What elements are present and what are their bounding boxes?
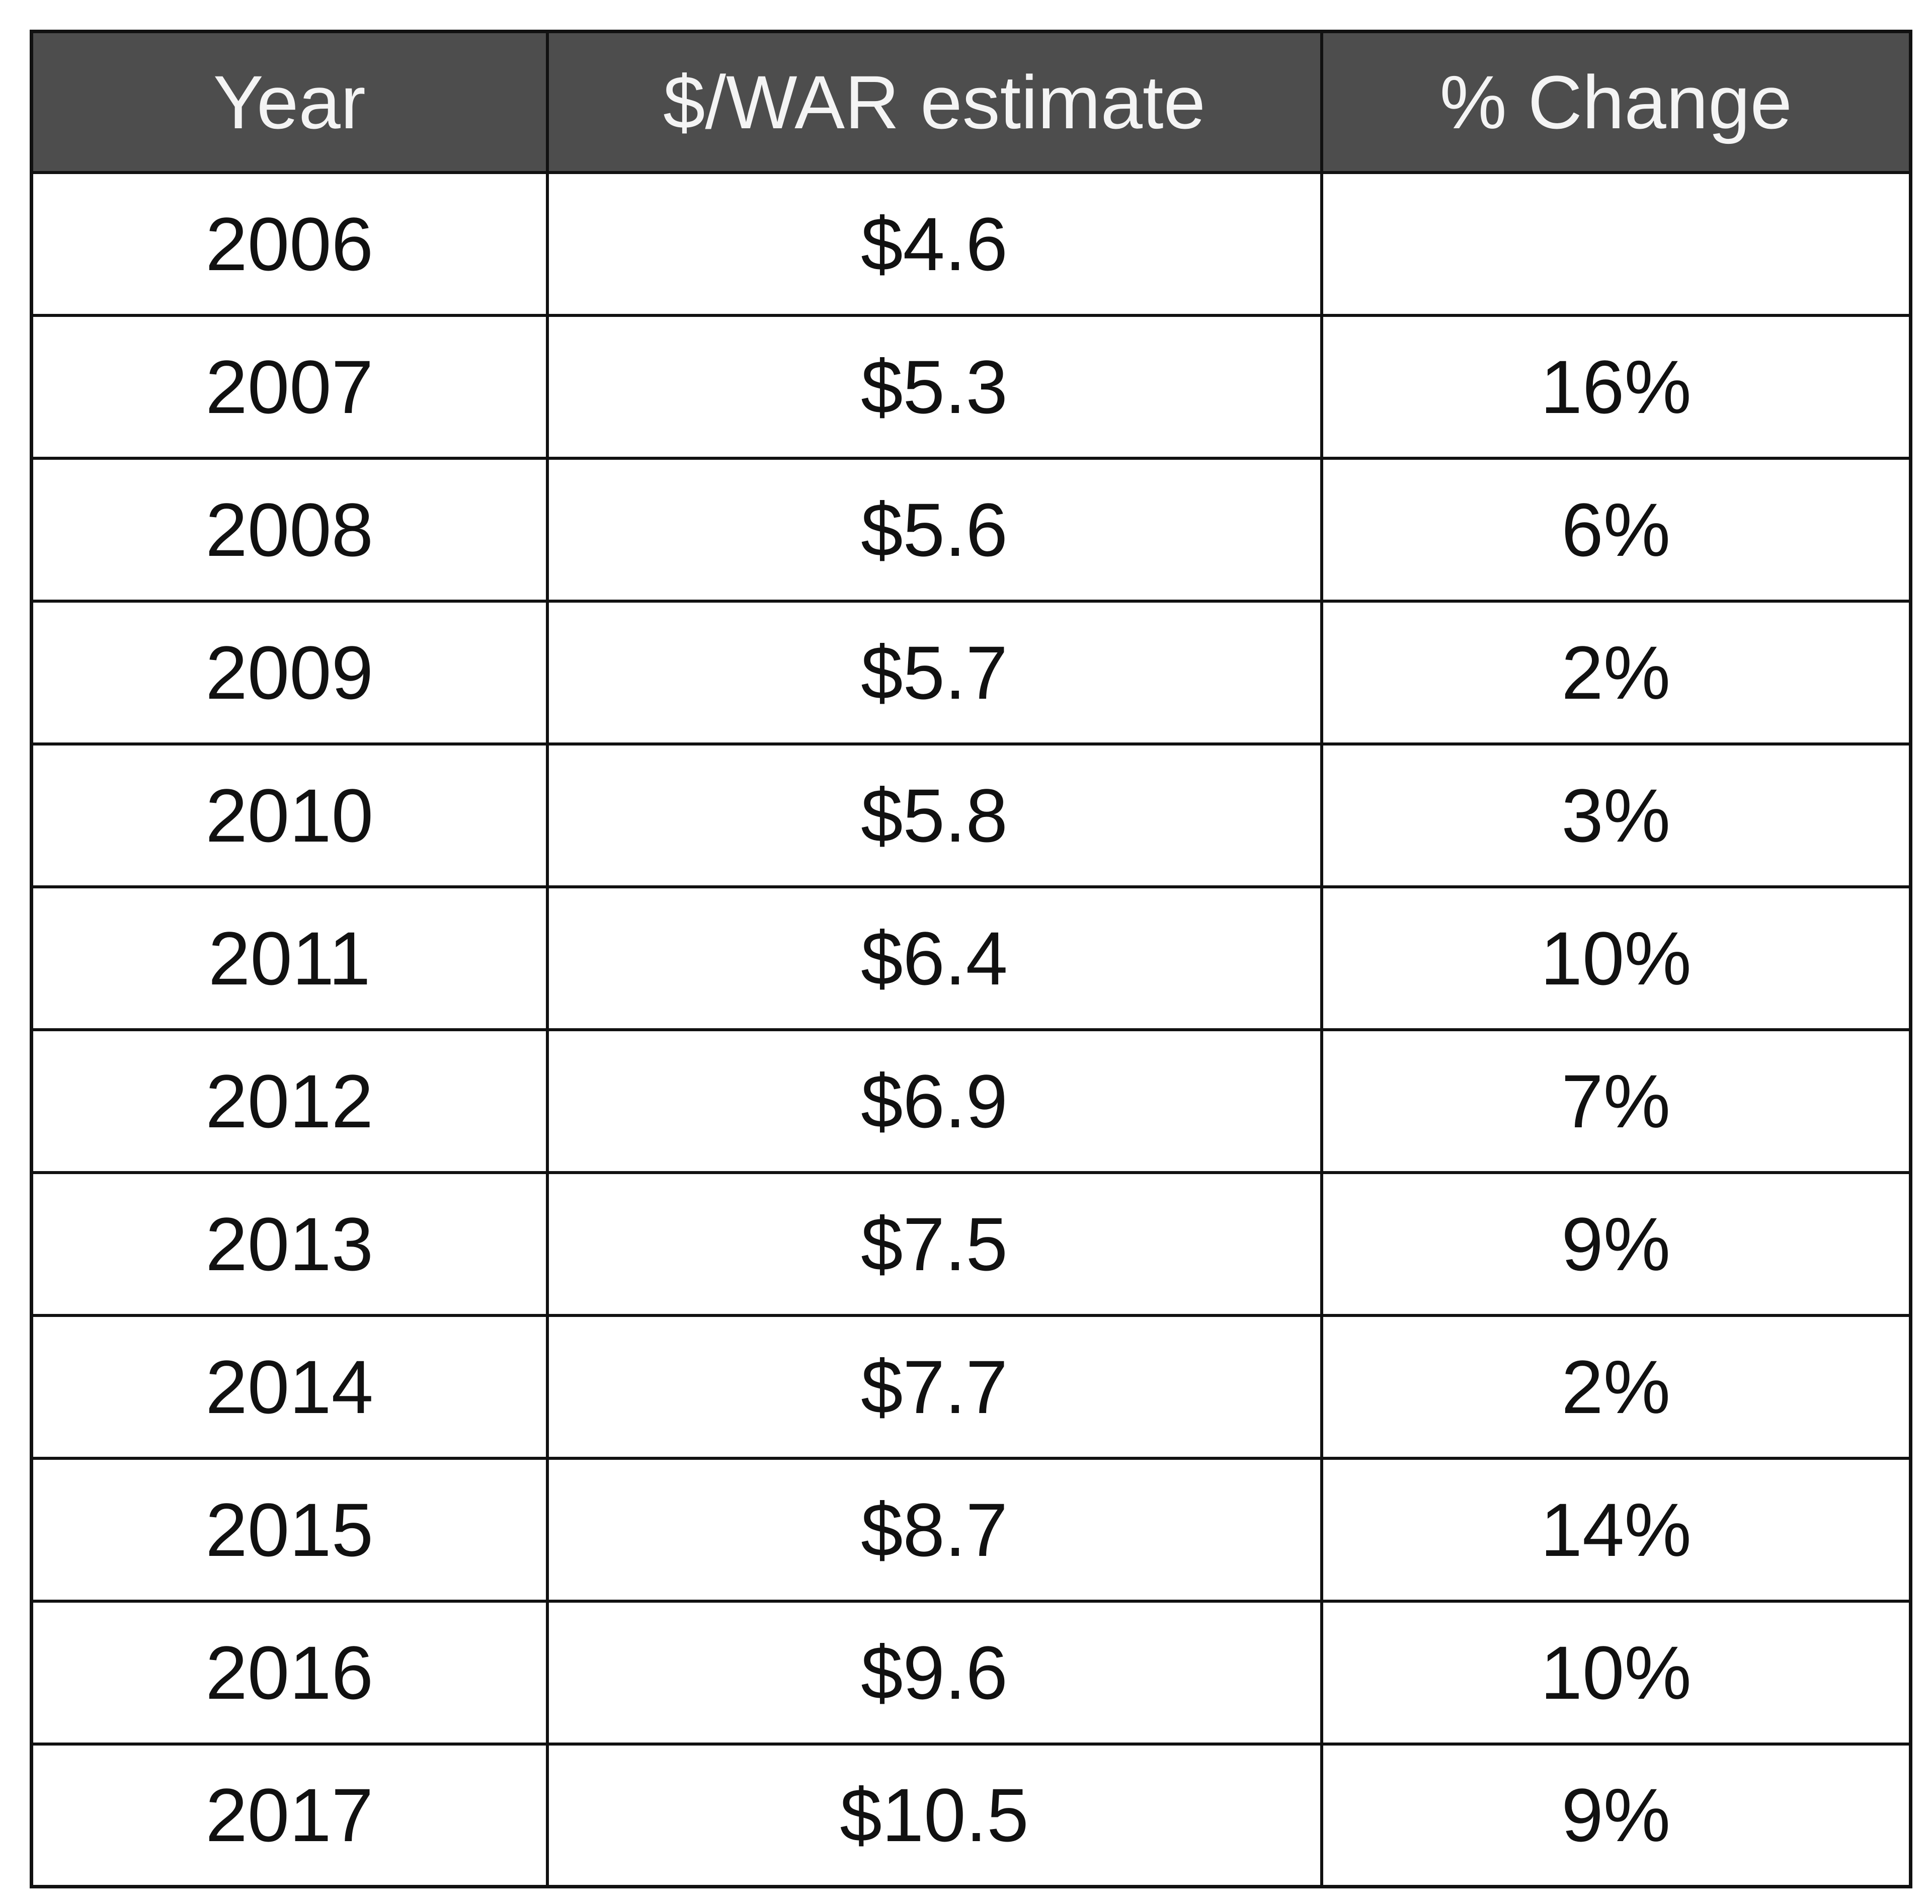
war-estimate-cell: $5.6 xyxy=(545,456,1323,603)
table-row: 2015 $8.7 14% xyxy=(30,1456,1912,1603)
percent-change-cell: 14% xyxy=(1320,1456,1912,1603)
year-cell: 2014 xyxy=(30,1313,549,1460)
war-estimate-cell: $5.3 xyxy=(545,313,1323,460)
percent-change-cell: 16% xyxy=(1320,313,1912,460)
war-estimate-cell: $5.8 xyxy=(545,742,1323,888)
war-estimate-table: Year $/WAR estimate % Change 2006 $4.6 200… xyxy=(30,30,1912,1888)
year-cell: 2009 xyxy=(30,599,549,746)
percent-change-cell: 6% xyxy=(1320,456,1912,603)
year-cell: 2013 xyxy=(30,1171,549,1317)
table-row: 2012 $6.9 7% xyxy=(30,1028,1912,1174)
war-estimate-cell: $6.9 xyxy=(545,1028,1323,1174)
table-row: 2016 $9.6 10% xyxy=(30,1599,1912,1746)
table-row: 2013 $7.5 9% xyxy=(30,1171,1912,1317)
year-cell: 2008 xyxy=(30,456,549,603)
percent-change-cell: 2% xyxy=(1320,599,1912,746)
percent-change-cell: 9% xyxy=(1320,1171,1912,1317)
percent-change-cell: 10% xyxy=(1320,1599,1912,1746)
year-cell: 2006 xyxy=(30,171,549,317)
percent-change-cell xyxy=(1320,171,1912,317)
war-estimate-cell: $7.7 xyxy=(545,1313,1323,1460)
column-header-war-estimate: $/WAR estimate xyxy=(545,30,1323,174)
table-row: 2007 $5.3 16% xyxy=(30,313,1912,460)
column-header-percent-change: % Change xyxy=(1320,30,1912,174)
header-row: Year $/WAR estimate % Change xyxy=(30,30,1912,174)
war-estimate-cell: $4.6 xyxy=(545,171,1323,317)
year-cell: 2016 xyxy=(30,1599,549,1746)
year-cell: 2007 xyxy=(30,313,549,460)
war-estimate-cell: $10.5 xyxy=(545,1742,1323,1888)
war-estimate-cell: $7.5 xyxy=(545,1171,1323,1317)
year-cell: 2017 xyxy=(30,1742,549,1888)
war-estimate-cell: $6.4 xyxy=(545,885,1323,1031)
table-body: 2006 $4.6 2007 $5.3 16% 2008 $5.6 6% 2009 $5.7 2% 2… xyxy=(30,171,1912,1888)
percent-change-cell: 2% xyxy=(1320,1313,1912,1460)
year-cell: 2011 xyxy=(30,885,549,1031)
column-header-year: Year xyxy=(30,30,549,174)
war-estimate-cell: $9.6 xyxy=(545,1599,1323,1746)
year-cell: 2015 xyxy=(30,1456,549,1603)
year-cell: 2012 xyxy=(30,1028,549,1174)
table-row: 2009 $5.7 2% xyxy=(30,599,1912,746)
table-row: 2017 $10.5 9% xyxy=(30,1742,1912,1888)
table-row: 2006 $4.6 xyxy=(30,171,1912,317)
table-row: 2010 $5.8 3% xyxy=(30,742,1912,888)
table-row: 2008 $5.6 6% xyxy=(30,456,1912,603)
war-estimate-cell: $5.7 xyxy=(545,599,1323,746)
percent-change-cell: 9% xyxy=(1320,1742,1912,1888)
table-row: 2014 $7.7 2% xyxy=(30,1313,1912,1460)
year-cell: 2010 xyxy=(30,742,549,888)
table-row: 2011 $6.4 10% xyxy=(30,885,1912,1031)
percent-change-cell: 3% xyxy=(1320,742,1912,888)
percent-change-cell: 10% xyxy=(1320,885,1912,1031)
table-header: Year $/WAR estimate % Change xyxy=(30,30,1912,174)
percent-change-cell: 7% xyxy=(1320,1028,1912,1174)
war-estimate-cell: $8.7 xyxy=(545,1456,1323,1603)
